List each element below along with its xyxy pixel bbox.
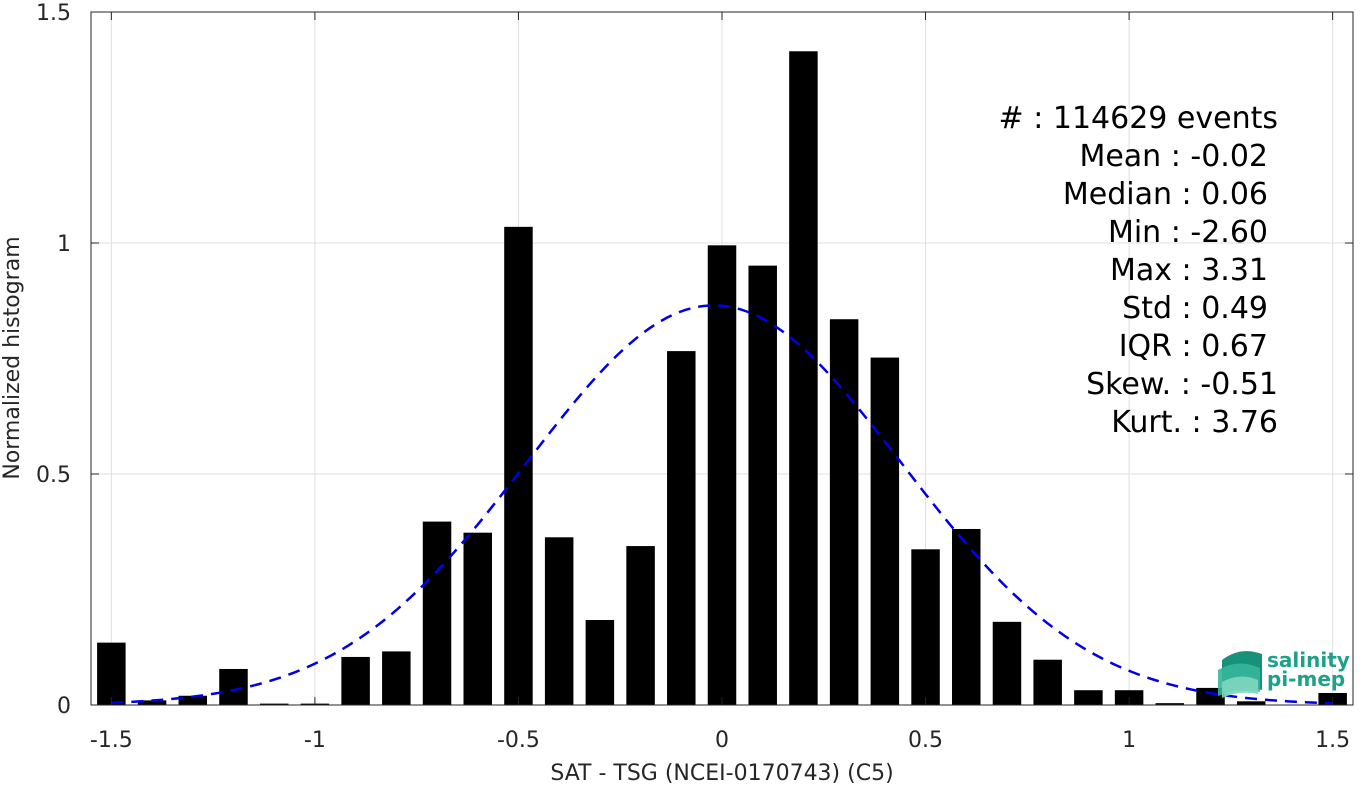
histogram-bar [1033, 659, 1062, 705]
x-axis-label: SAT - TSG (NCEI-0170743) (C5) [550, 761, 893, 785]
histogram-bar [870, 357, 900, 705]
histogram-bar [829, 319, 859, 705]
logo-text-pi-mep: pi-mep [1267, 667, 1345, 691]
histogram-bar [626, 546, 655, 705]
x-tick-label: 1 [1122, 728, 1136, 753]
histogram-bar [259, 703, 289, 705]
histogram-bar [178, 695, 208, 705]
histogram-bar [1155, 703, 1185, 705]
histogram-bar [667, 351, 696, 705]
y-axis-label: Normalized histogram [0, 236, 25, 479]
histogram-bar [707, 245, 737, 705]
stats-kurt: Kurt. : 3.76 [1111, 405, 1278, 440]
logo-text-salinity: salinity [1267, 648, 1350, 672]
histogram-bar [952, 528, 981, 705]
stats-std: Std : 0.49 [1122, 291, 1268, 326]
x-tick-label: 0.5 [908, 728, 943, 753]
y-tick-label: 0.5 [36, 463, 71, 488]
histogram-bar [463, 532, 492, 705]
stats-median: Median : 0.06 [1063, 177, 1268, 212]
y-tick-label: 1 [57, 232, 71, 257]
stats-skew: Skew. : -0.51 [1086, 367, 1278, 402]
stats-min: Min : -2.60 [1108, 215, 1268, 250]
x-tick-label: -1 [304, 728, 326, 753]
histogram-bar [911, 549, 940, 705]
histogram-bar [1074, 690, 1103, 705]
stats-box: # : 114629 events Mean : -0.02 Median : … [999, 101, 1278, 440]
histogram-bar [544, 537, 574, 705]
wave-logo-icon [1218, 651, 1262, 698]
salinity-pi-mep-logo: salinity pi-mep [1218, 648, 1350, 698]
histogram-bars [97, 51, 1347, 705]
histogram-bar [789, 51, 818, 705]
normal-fit-curve [111, 304, 1333, 705]
x-tick-label: 0 [715, 728, 729, 753]
stats-events: # : 114629 events [999, 101, 1278, 136]
histogram-bar [137, 700, 167, 705]
y-tick-label: 1.5 [36, 1, 71, 26]
histogram-bar [341, 656, 370, 705]
axis-ticks: -1.5 -1 -0.5 0 0.5 1 1.5 0 0.5 1 1.5 [36, 1, 1353, 753]
histogram-bar [382, 651, 411, 705]
histogram-bar [992, 621, 1022, 705]
histogram-bar [219, 668, 248, 705]
stats-mean: Mean : -0.02 [1079, 139, 1268, 174]
y-tick-label: 0 [57, 694, 71, 719]
histogram-bar [422, 521, 452, 705]
stats-max: Max : 3.31 [1110, 253, 1268, 288]
histogram-bar [97, 642, 126, 705]
stats-iqr: IQR : 0.67 [1119, 329, 1268, 364]
histogram-bar [504, 226, 533, 705]
histogram-bar [748, 265, 777, 705]
x-tick-label: -1.5 [90, 728, 133, 753]
histogram-bar [1196, 687, 1225, 705]
x-tick-label: -0.5 [497, 728, 540, 753]
histogram-bar [1236, 701, 1266, 705]
histogram-bar [585, 619, 615, 705]
x-tick-label: 1.5 [1315, 728, 1350, 753]
